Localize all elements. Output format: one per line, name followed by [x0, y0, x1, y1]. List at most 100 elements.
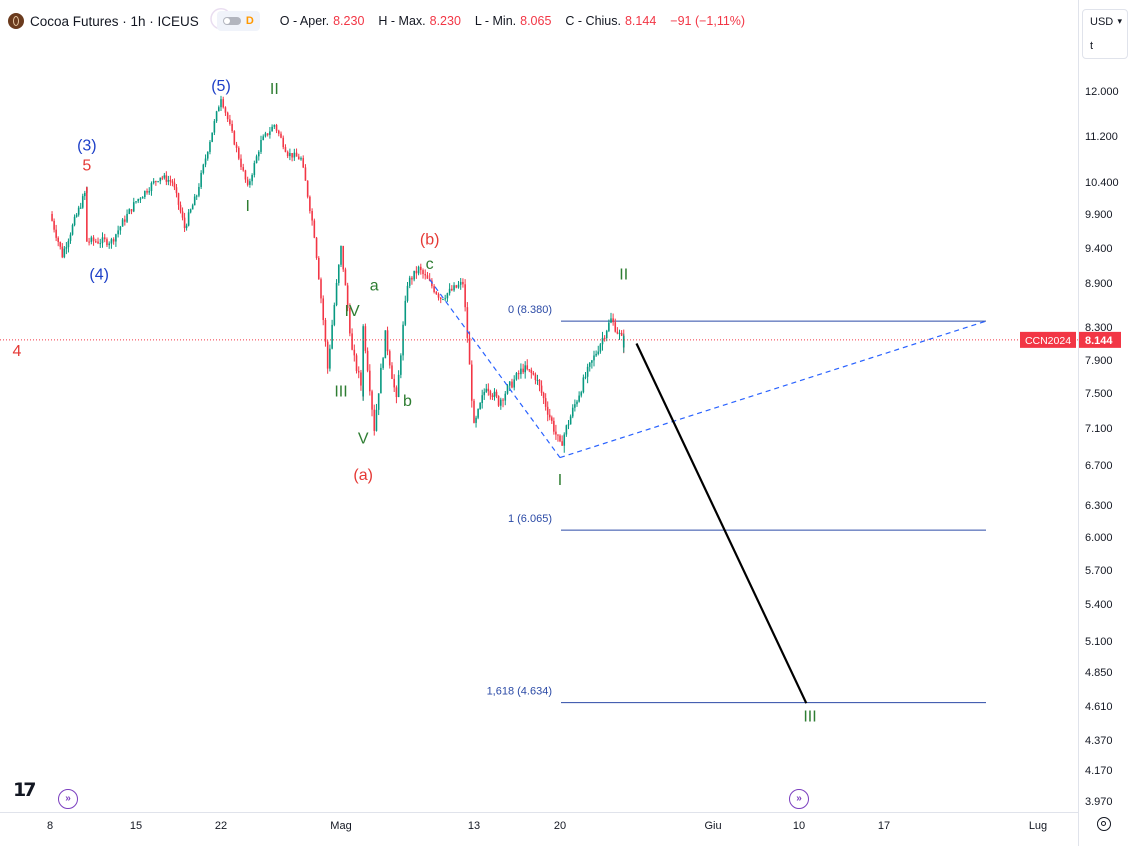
- candle-body: [360, 372, 362, 386]
- candle-body: [420, 266, 422, 271]
- candle-body: [422, 270, 424, 275]
- candle-body: [185, 225, 188, 229]
- wave-label: V: [358, 431, 369, 448]
- time-tick-label: 15: [130, 820, 142, 832]
- candle-body: [522, 368, 524, 373]
- candle-body: [364, 326, 367, 351]
- candle-body: [571, 407, 574, 417]
- candle-body: [99, 243, 102, 245]
- price-tick-label: 4.170: [1085, 765, 1113, 777]
- time-tick-label: 10: [793, 820, 805, 832]
- candle-body: [599, 344, 602, 352]
- candle-body: [453, 285, 455, 291]
- candle-body: [557, 434, 559, 436]
- candle-body: [266, 133, 269, 135]
- candle-body: [353, 349, 356, 356]
- candle-body: [242, 167, 245, 171]
- candle-body: [335, 282, 338, 306]
- wave-label: II: [270, 81, 279, 98]
- price-tick-label: 7.900: [1085, 355, 1113, 367]
- candle-body: [313, 220, 316, 238]
- candle-body: [526, 365, 529, 370]
- candle-body: [591, 360, 593, 363]
- price-tick-label: 12.000: [1085, 86, 1119, 98]
- candle-body: [157, 181, 159, 183]
- currency-unit-selector[interactable]: USD ▾ t: [1082, 9, 1128, 59]
- candle-body: [477, 409, 479, 418]
- time-tick-label: Lug: [1029, 820, 1047, 832]
- wave-label: c: [426, 256, 434, 273]
- price-tick-label: 4.850: [1085, 667, 1113, 679]
- candle-body: [586, 366, 589, 377]
- candle-body: [103, 237, 106, 240]
- candle-body: [211, 132, 213, 142]
- candle-body: [342, 245, 345, 270]
- time-tick-label: 20: [554, 820, 566, 832]
- wave-label: I: [245, 198, 249, 215]
- go-to-date-icon[interactable]: »: [789, 789, 809, 809]
- currency-label[interactable]: USD: [1090, 16, 1114, 28]
- candle-body: [400, 355, 402, 375]
- candle-body: [534, 374, 537, 381]
- candle-body: [497, 396, 500, 406]
- candle-body: [340, 245, 342, 265]
- candle-body: [551, 417, 553, 421]
- settings-gear-icon[interactable]: [1097, 817, 1111, 831]
- candle-body: [553, 420, 555, 432]
- candle-body: [466, 307, 469, 338]
- candle-body: [483, 391, 486, 396]
- candle-body: [215, 111, 218, 122]
- candle-body: [181, 211, 184, 218]
- candle-body: [255, 156, 258, 164]
- cocoa-logo-icon: [8, 13, 24, 29]
- candle-body: [439, 297, 442, 300]
- scroll-to-realtime-icon[interactable]: »: [58, 789, 78, 809]
- candle-body: [179, 204, 182, 212]
- candle-body: [311, 211, 313, 221]
- candle-body: [511, 381, 513, 388]
- candle-body: [576, 401, 578, 405]
- wave-label: (3): [77, 137, 97, 154]
- tradingview-logo[interactable]: 17: [13, 779, 37, 801]
- candle-body: [191, 205, 194, 210]
- candle-body: [246, 179, 249, 185]
- symbol-title[interactable]: Cocoa Futures · 1h · ICEUS: [30, 13, 199, 29]
- wave-label: (a): [353, 467, 373, 484]
- time-tick-label: Mag: [330, 820, 351, 832]
- market-status-pill[interactable]: D: [216, 11, 260, 31]
- candle-body: [618, 332, 621, 334]
- candle-body: [51, 214, 53, 221]
- price-tick-label: 6.700: [1085, 460, 1113, 472]
- candle-body: [402, 324, 404, 356]
- candle-body: [126, 213, 128, 222]
- candle-body: [355, 355, 358, 371]
- candle-body: [262, 136, 265, 140]
- candle-body: [479, 402, 481, 410]
- candle-body: [295, 152, 298, 157]
- candle-body: [546, 406, 549, 415]
- candle-body: [139, 198, 142, 200]
- candle-body: [195, 195, 198, 197]
- wave-label: IV: [345, 303, 360, 320]
- candle-body: [415, 270, 418, 274]
- candle-body: [369, 370, 371, 392]
- candle-body: [112, 239, 115, 242]
- candle-body: [200, 172, 202, 187]
- candle-body: [538, 379, 541, 386]
- delayed-badge: D: [245, 15, 254, 27]
- price-tick-label: 7.100: [1085, 423, 1113, 435]
- unit-label[interactable]: t: [1090, 40, 1094, 52]
- candle-body: [148, 191, 151, 193]
- candle-body: [382, 358, 384, 368]
- candle-body: [610, 318, 612, 323]
- candle-body: [121, 219, 124, 227]
- candle-body: [79, 207, 82, 209]
- candle-body: [128, 209, 131, 214]
- price-tick-label: 5.100: [1085, 636, 1113, 648]
- low-value: 8.065: [520, 14, 552, 28]
- candle-body: [536, 379, 539, 381]
- candle-body: [240, 158, 242, 168]
- candle-body: [371, 391, 373, 410]
- time-tick-label: 22: [215, 820, 227, 832]
